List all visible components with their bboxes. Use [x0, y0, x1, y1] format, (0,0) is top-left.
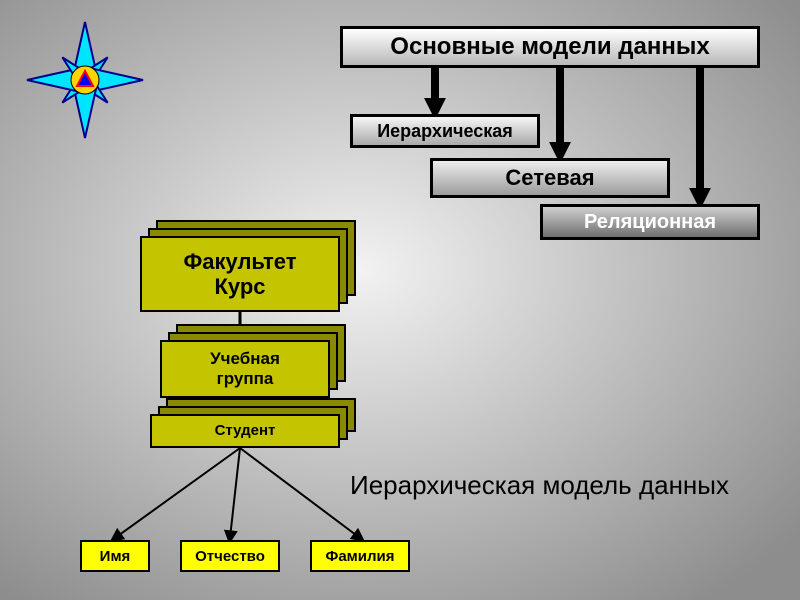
tree-faculty: ФакультетКурс: [140, 236, 356, 328]
box-network: Сетевая: [430, 158, 670, 198]
leaf-patron: Отчество: [180, 540, 280, 572]
leaf-surname: Фамилия: [310, 540, 410, 572]
leaf-name: Имя: [80, 540, 150, 572]
box-title: Основные модели данных: [340, 26, 760, 68]
tree-student: Студент: [150, 414, 356, 464]
caption-hierarchical-model: Иерархическая модель данных: [350, 470, 729, 501]
box-relational: Реляционная: [540, 204, 760, 240]
box-hierarchical: Иерархическая: [350, 114, 540, 148]
compass-rose: [27, 22, 143, 138]
